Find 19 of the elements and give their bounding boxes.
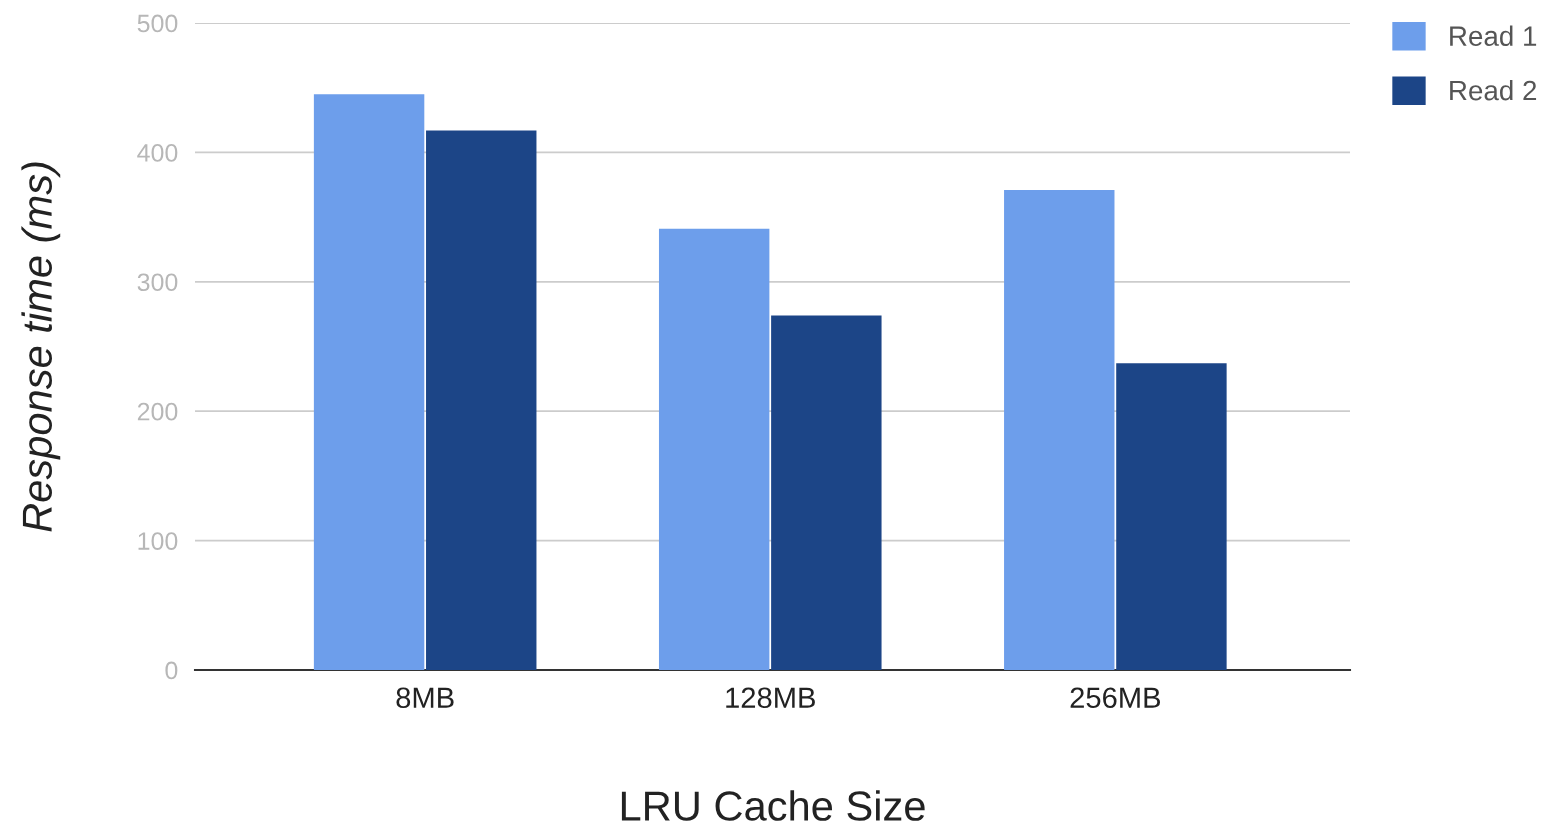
legend-label: Read 1 xyxy=(1450,25,1537,46)
bar xyxy=(658,228,770,670)
bar xyxy=(313,94,425,670)
x-axis-title: LRU Cache Size xyxy=(621,790,925,821)
y-tick-label: 400 xyxy=(137,144,178,162)
y-tick-label: 200 xyxy=(137,402,178,421)
x-tick-label: 256MB xyxy=(1070,687,1161,709)
x-tick-label: 8MB xyxy=(396,687,454,709)
y-tick-label: 300 xyxy=(137,273,178,292)
y-tick-label: 500 xyxy=(137,14,178,33)
y-tick-label: 0 xyxy=(165,661,178,680)
bar xyxy=(771,315,882,670)
legend-label: Read 2 xyxy=(1450,79,1537,101)
bar xyxy=(1004,189,1115,670)
bar xyxy=(1116,363,1227,670)
bar xyxy=(426,130,537,670)
x-tick-label: 128MB xyxy=(726,687,815,709)
y-tick-label: 100 xyxy=(138,532,178,550)
y-axis-title: Response time (ms) xyxy=(21,162,61,532)
